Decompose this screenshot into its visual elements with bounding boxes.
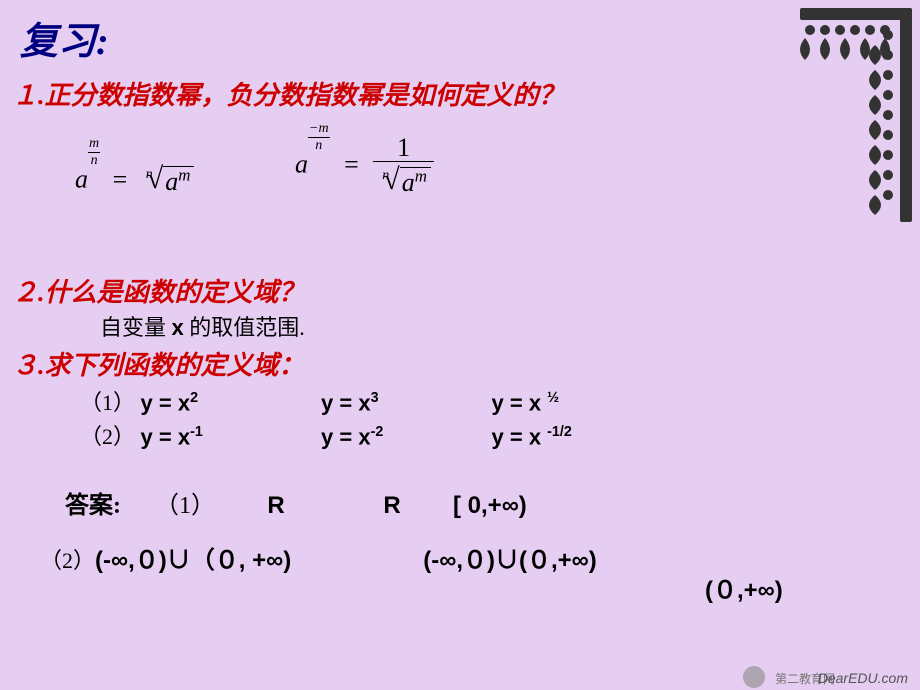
decorative-corner [790, 0, 920, 230]
watermark: DearEDU.com [818, 670, 908, 686]
answer-2: 自变量 x 的取值范围. [100, 310, 305, 342]
review-title: 复习: [20, 10, 109, 65]
example-row-1: （1） y = x2 y = x3 y = x ½ [80, 385, 642, 415]
formula-base: a [75, 165, 88, 194]
answer-1-c: [ 0,+∞) [453, 492, 593, 520]
fraction-numerator: 1 [373, 135, 434, 162]
radical-sign: √ [147, 162, 163, 195]
question-3: ３.求下列函数的定义域： [12, 345, 305, 382]
formula-exponent-fraction: −mn [308, 121, 330, 154]
answer-2-c: (０,+∞) [705, 570, 783, 605]
formula-negative-exponent: a−mn = 1 n√am [295, 135, 434, 198]
radicand: am [163, 166, 194, 196]
answer-1-b: R [337, 492, 447, 520]
formula-base: a [295, 150, 308, 179]
question-2: ２.什么是函数的定义域？ [12, 272, 305, 309]
fraction: 1 n√am [373, 135, 434, 198]
formula-exponent-fraction: mn [88, 136, 100, 169]
equals-sign: = [344, 150, 359, 179]
answers-row-1: （1） R R [ 0,+∞) [155, 485, 593, 520]
answer-2-a: (-∞,０)∪（０, +∞) [95, 540, 291, 575]
formula-row: amn = n√am a−mn = 1 n√am [75, 135, 575, 235]
examples-block: （1） y = x2 y = x3 y = x ½ （2） y = x-1 y … [80, 385, 642, 453]
equals-sign: = [113, 165, 128, 194]
example-row-2: （2） y = x-1 y = x-2 y = x -1/2 [80, 419, 642, 449]
answer-2-b: (-∞,０)∪(０,+∞) [380, 540, 640, 575]
fraction-denominator: n√am [373, 162, 434, 198]
answers-row-2: （2）(-∞,０)∪（０, +∞) (-∞,０)∪(０,+∞) (０,+∞) [40, 540, 920, 575]
watermark-logo-icon [743, 666, 765, 688]
answers-label: 答案: [65, 485, 121, 520]
answer-1-a: R [221, 492, 331, 520]
formula-positive-exponent: amn = n√am [75, 150, 194, 196]
question-1: １.正分数指数幂，负分数指数幂是如何定义的？ [12, 75, 565, 112]
